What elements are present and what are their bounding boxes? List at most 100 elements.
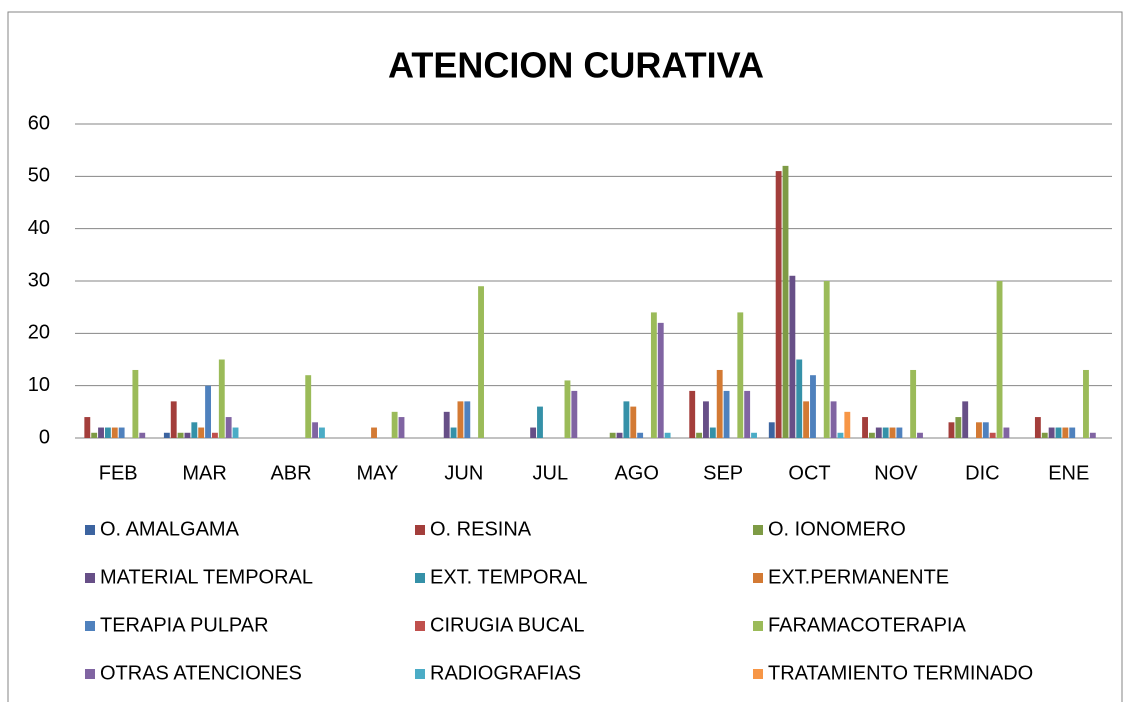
x-tick-label: JUN — [444, 462, 483, 484]
bar — [104, 427, 111, 438]
bar — [571, 390, 578, 438]
bar — [609, 432, 616, 438]
bar — [1041, 432, 1048, 438]
legend-label: O. RESINA — [430, 518, 532, 540]
legend-label: FARAMACOTERAPIA — [768, 614, 966, 636]
bar — [637, 432, 644, 438]
x-tick-label: AGO — [614, 462, 658, 484]
x-tick-label: MAY — [357, 462, 399, 484]
bar — [768, 422, 775, 438]
bar — [976, 422, 982, 438]
bar — [305, 375, 312, 438]
bar — [896, 427, 903, 438]
legend-swatch — [753, 669, 763, 679]
bar — [1069, 427, 1076, 438]
bar — [689, 390, 696, 438]
bar — [837, 432, 844, 438]
bar — [1062, 427, 1069, 438]
legend-swatch — [415, 669, 425, 679]
bar — [443, 411, 450, 438]
bar — [177, 432, 184, 438]
bar — [862, 417, 868, 438]
bar — [989, 432, 996, 438]
bar — [84, 417, 91, 438]
legend-swatch — [415, 525, 425, 535]
bar — [198, 427, 205, 438]
bar — [616, 432, 623, 438]
bar — [703, 401, 709, 438]
bar — [657, 322, 664, 438]
bar — [709, 427, 716, 438]
bar — [803, 401, 810, 438]
bar — [163, 432, 170, 438]
bar — [1089, 432, 1096, 438]
bar — [650, 312, 657, 438]
bar — [875, 427, 882, 438]
bar — [775, 171, 782, 438]
bar — [782, 165, 789, 438]
bar — [844, 411, 851, 438]
bar — [537, 406, 543, 438]
bar — [623, 401, 630, 438]
legend-swatch — [85, 621, 95, 631]
bar — [789, 275, 796, 438]
bar — [232, 427, 239, 438]
bar — [398, 417, 405, 438]
legend-swatch — [415, 621, 425, 631]
bar — [889, 427, 896, 438]
legend-label: O. AMALGAMA — [100, 518, 240, 540]
bar — [225, 417, 232, 438]
bar — [118, 427, 125, 438]
bar — [664, 432, 671, 438]
bar — [457, 401, 464, 438]
bar — [630, 406, 637, 438]
x-tick-label: JUL — [533, 462, 569, 484]
bar — [1034, 417, 1041, 438]
legend-label: O. IONOMERO — [768, 518, 906, 540]
bar — [868, 432, 875, 438]
bar — [205, 385, 211, 438]
x-tick-label: ENE — [1048, 462, 1089, 484]
y-tick-label: 10 — [28, 374, 50, 396]
x-tick-label: ABR — [270, 462, 311, 484]
bar — [751, 432, 757, 438]
legend-swatch — [753, 573, 763, 583]
legend-swatch — [753, 621, 763, 631]
chart-frame — [7, 11, 1123, 702]
x-tick-label: MAR — [182, 462, 226, 484]
y-tick-label: 60 — [28, 112, 50, 134]
bar — [1055, 427, 1062, 438]
x-tick-label: SEP — [703, 462, 743, 484]
bar — [796, 359, 803, 438]
bar — [1048, 427, 1055, 438]
x-tick-label: FEB — [99, 462, 138, 484]
bar — [98, 427, 104, 438]
bar — [882, 427, 889, 438]
bar — [955, 417, 962, 438]
legend-label: MATERIAL TEMPORAL — [100, 566, 313, 588]
legend-label: EXT.PERMANENTE — [768, 566, 949, 588]
bar — [530, 427, 537, 438]
bar — [962, 401, 969, 438]
bar — [464, 401, 471, 438]
x-tick-label: OCT — [788, 462, 830, 484]
bar — [744, 390, 751, 438]
bar — [191, 422, 198, 438]
bar — [696, 432, 703, 438]
bar — [218, 359, 225, 438]
bar — [91, 432, 98, 438]
y-tick-label: 50 — [28, 165, 50, 187]
bar — [810, 375, 816, 438]
bar — [184, 432, 191, 438]
bar — [723, 390, 730, 438]
legend-label: TRATAMIENTO TERMINADO — [768, 662, 1033, 684]
bar — [478, 286, 484, 438]
legend-swatch — [415, 573, 425, 583]
legend-label: CIRUGIA BUCAL — [430, 614, 584, 636]
y-tick-label: 20 — [28, 322, 50, 344]
bar — [982, 422, 989, 438]
legend-swatch — [85, 669, 95, 679]
legend-label: TERAPIA PULPAR — [100, 614, 269, 636]
y-tick-label: 40 — [28, 217, 50, 239]
legend-label: EXT. TEMPORAL — [430, 566, 587, 588]
